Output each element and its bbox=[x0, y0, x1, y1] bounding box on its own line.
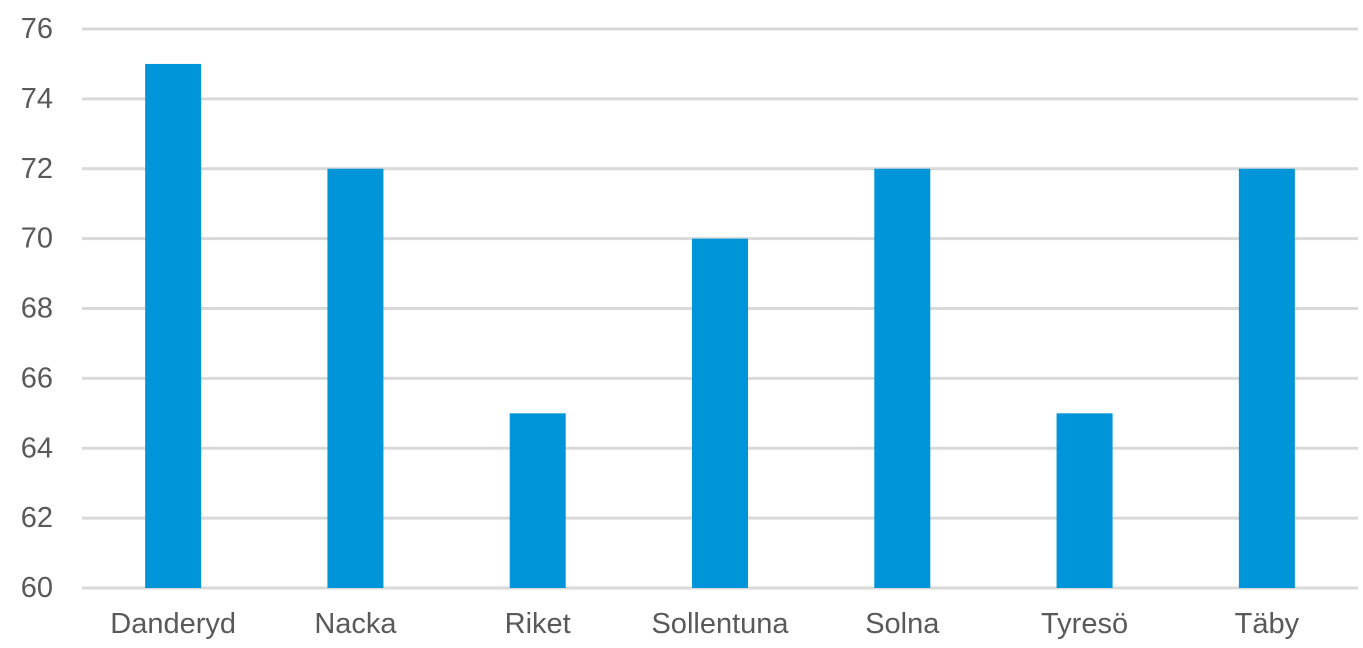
x-tick-label-riket: Riket bbox=[505, 608, 571, 640]
y-tick-label-70: 70 bbox=[21, 223, 53, 255]
x-axis: Danderyd Nacka Riket Sollentuna Solna Tyresö T… bbox=[110, 608, 1299, 640]
bar-sollentuna bbox=[692, 238, 748, 588]
y-tick-label-76: 76 bbox=[21, 13, 53, 45]
y-tick-label-74: 74 bbox=[21, 83, 53, 115]
x-tick-label-solna: Solna bbox=[865, 608, 940, 640]
x-tick-label-danderyd: Danderyd bbox=[110, 608, 236, 640]
bar-solna bbox=[874, 168, 931, 588]
y-axis: 60 62 64 66 68 70 72 74 76 bbox=[21, 13, 53, 604]
bar-danderyd bbox=[145, 63, 202, 588]
bar-nacka bbox=[327, 168, 384, 588]
y-tick-label-62: 62 bbox=[21, 502, 53, 534]
bar-t-by bbox=[1238, 168, 1295, 588]
y-tick-label-64: 64 bbox=[21, 432, 53, 464]
bar-tyres- bbox=[1056, 413, 1113, 588]
y-tick-label-66: 66 bbox=[21, 362, 53, 394]
x-tick-label-t-by: Täby bbox=[1235, 608, 1300, 640]
y-tick-label-60: 60 bbox=[21, 572, 53, 604]
bars bbox=[145, 63, 1295, 588]
x-tick-label-tyres-: Tyresö bbox=[1041, 608, 1128, 640]
x-tick-label-sollentuna: Sollentuna bbox=[651, 608, 789, 640]
y-tick-label-68: 68 bbox=[21, 293, 53, 325]
x-tick-label-nacka: Nacka bbox=[314, 608, 397, 640]
bar-riket bbox=[509, 413, 566, 588]
y-tick-label-72: 72 bbox=[21, 153, 53, 185]
